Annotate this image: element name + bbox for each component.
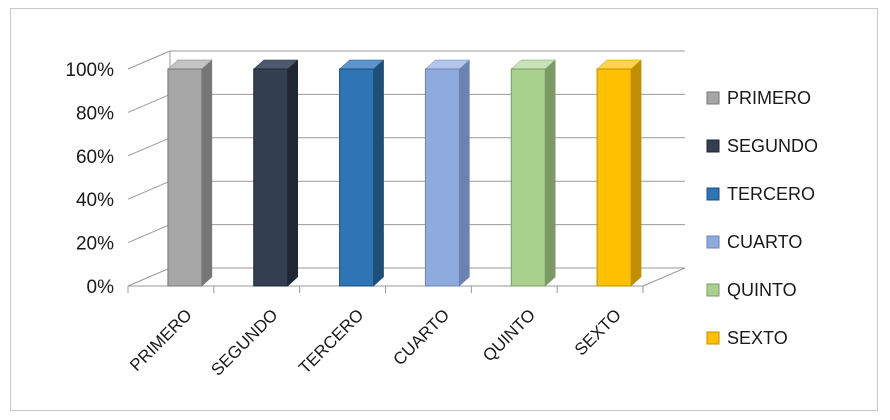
bar-side-face <box>545 59 556 287</box>
bar-quinto <box>510 59 556 287</box>
bar-front-face <box>253 68 289 287</box>
bar-segundo <box>253 59 299 287</box>
bar-primero <box>167 59 213 287</box>
bar-side-face <box>373 59 384 287</box>
chart-frame: 0% 20% 40% 60% 80% 100% PRIMERO SEGUNDO TERCERO… <box>10 8 878 411</box>
legend-swatch <box>706 139 720 153</box>
y-tick-label: 80% <box>76 103 114 124</box>
x-tick-label: SEGUNDO <box>207 305 281 379</box>
bar-side-face <box>201 59 213 287</box>
legend-item: TERCERO <box>706 184 815 204</box>
bar-layer <box>167 59 642 287</box>
legend-item: PRIMERO <box>706 88 811 108</box>
legend-label: PRIMERO <box>727 88 811 108</box>
bar-side-face <box>459 59 470 287</box>
x-tick-label: CUARTO <box>389 305 453 369</box>
legend-item: SEGUNDO <box>706 136 818 156</box>
bar-front-face <box>339 68 375 287</box>
side-wall-gridline <box>127 224 171 244</box>
legend-label: TERCERO <box>727 184 815 204</box>
y-tick-label: 60% <box>76 147 114 168</box>
bar-front-face <box>510 68 546 287</box>
y-tick-label: 100% <box>65 60 114 81</box>
legend-label: SEGUNDO <box>727 136 818 156</box>
bar-front-face <box>167 68 203 287</box>
column-chart: 0%20%40%60%80%100% PRIMERO SEGUNDO TERCERO… <box>65 50 818 380</box>
side-wall-gridline <box>127 137 171 157</box>
floor-right-edge <box>642 267 686 287</box>
y-axis-tick-labels: 0% 20% 40% 60% 80% 100% <box>65 60 114 298</box>
side-wall-gridline <box>127 180 171 200</box>
legend-label: QUINTO <box>727 280 797 300</box>
y-tick-label: 40% <box>76 190 114 211</box>
side-wall-gridline <box>127 50 171 70</box>
bar-cuarto <box>424 59 471 287</box>
bar-front-face <box>596 68 632 287</box>
side-wall-gridline <box>127 267 171 287</box>
x-tick-label: SEXTO <box>571 305 625 359</box>
legend-item: CUARTO <box>706 232 802 252</box>
legend-label: CUARTO <box>727 232 802 252</box>
legend-swatch <box>706 331 720 345</box>
bar-front-face <box>424 68 460 287</box>
bar-side-face <box>287 59 298 287</box>
bar-side-face <box>630 59 642 287</box>
x-tick-label: QUINTO <box>479 305 539 365</box>
side-wall-gridline <box>127 93 171 113</box>
legend-swatch <box>706 283 720 297</box>
legend-label: SEXTO <box>727 328 788 348</box>
x-axis-tick-labels: PRIMERO SEGUNDO TERCERO CUARTO QUINTO SEXTO <box>126 305 625 379</box>
legend: PRIMERO SEGUNDO TERCERO CUARTO QUINTO SEXTO <box>706 88 818 348</box>
x-tick-label: PRIMERO <box>126 305 196 375</box>
y-tick-label: 20% <box>76 234 114 255</box>
legend-item: QUINTO <box>706 280 797 300</box>
legend-swatch <box>706 91 720 105</box>
legend-swatch <box>706 187 720 201</box>
legend-item: SEXTO <box>706 328 788 348</box>
bar-tercero <box>338 59 385 287</box>
y-tick-label: 0% <box>87 277 115 298</box>
bar-sexto <box>596 59 642 287</box>
legend-swatch <box>706 235 720 249</box>
x-tick-label: TERCERO <box>295 305 367 377</box>
